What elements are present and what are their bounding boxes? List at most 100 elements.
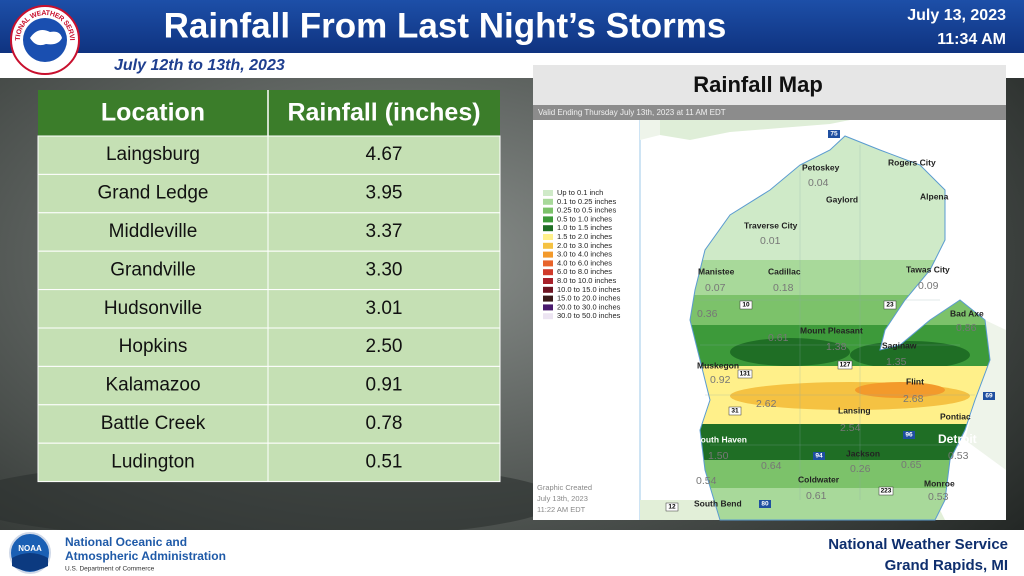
hwy-label: 94 [815,453,823,460]
legend-label: 0.1 to 0.25 inches [557,197,616,206]
rainfall: 2.50 [366,336,403,357]
hwy-label: 80 [761,501,769,508]
office-name: Grand Rapids, MI [885,557,1008,574]
table-row [37,135,501,175]
subtitle: July 12th to 13th, 2023 [114,57,285,74]
legend-label: 1.0 to 1.5 inches [557,223,612,232]
legend-label: 4.0 to 6.0 inches [557,258,612,267]
legend-label: 15.0 to 20.0 inches [557,294,621,303]
rainfall: 4.67 [366,144,403,165]
amount: 0.65 [901,459,922,471]
hwy-shield [878,486,894,496]
city: Tawas City [906,264,950,274]
footer-bar [0,530,1024,576]
amount: 0.07 [705,282,726,294]
created-note: Graphic Created [537,483,592,492]
hwy-label: 127 [840,362,851,369]
legend-label: 2.0 to 3.0 inches [557,241,612,250]
city: Jackson [846,448,880,458]
amount: 0.09 [918,280,939,292]
table-row [37,365,501,406]
hwy-label: 131 [740,371,751,378]
shade [855,382,945,398]
legend-label: 20.0 to 30.0 inches [557,302,621,311]
amount-labels: 0.04 0.01 0.07 0.18 0.09 0.36 0.61 1.38 … [696,177,977,503]
city: Alpena [920,191,949,201]
highways: 75 10 23 131 127 31 96 94 69 223 12 80 [665,130,995,512]
city: Coldwater [798,474,840,484]
county-lines [700,145,975,500]
amount: 1.50 [708,450,729,462]
legend-swatch [543,313,553,320]
location: Grand Ledge [98,183,209,204]
amount: 0.01 [760,235,781,247]
amount: 0.61 [768,332,789,344]
rainfall: 0.78 [366,413,403,434]
legend-swatch [543,269,553,276]
legend-label: 3.0 to 4.0 inches [557,250,612,259]
legend-label: 0.25 to 0.5 inches [557,206,616,215]
legend-swatch [543,278,553,284]
rainfall: 3.30 [366,259,403,280]
amount: 0.18 [773,282,794,294]
hwy-shield [828,130,840,138]
city: South Haven [695,434,747,444]
city-labels: Petoskey Rogers City Gaylord Alpena Trav… [694,157,984,508]
created-note: 11:22 AM EDT [537,505,586,514]
table-row [37,442,501,483]
legend-swatch [543,190,553,196]
map-title-box [533,65,1006,105]
location: Laingsburg [106,144,200,165]
map-valid-bar [533,105,1006,120]
hwy-label: 75 [830,131,838,138]
location: Kalamazoo [105,375,200,396]
legend-label: 30.0 to 50.0 inches [557,311,621,320]
created-note: July 13th, 2023 [537,494,588,503]
location: Middleville [109,221,198,242]
hwy-shield [665,502,679,512]
amount: 2.62 [756,398,777,410]
amount: 0.54 [696,475,717,487]
city: Mount Pleasant [800,325,863,335]
city: Muskegon [697,360,739,370]
location: Battle Creek [101,413,206,434]
legend-swatch [543,198,553,205]
column-header: Rainfall (inches) [287,99,480,127]
table-row [37,404,501,444]
date: July 13, 2023 [907,7,1006,24]
rainfall: 3.01 [366,298,403,319]
hwy-label: 12 [668,504,676,511]
department: U.S. Department of Commerce [65,566,155,573]
amount: 0.53 [928,491,949,503]
city: Traverse City [744,220,798,230]
amount: 2.54 [840,422,861,434]
legend-swatch [543,286,553,293]
amount: 0.04 [808,177,829,189]
legend-swatch [543,295,553,302]
location: Ludington [111,451,194,472]
location: Grandville [110,259,196,280]
legend-label: 6.0 to 8.0 inches [557,267,612,276]
column-header: Location [101,99,205,127]
hwy-shield [837,360,853,370]
hwy-shield [983,392,995,400]
amount: 0.64 [761,460,782,472]
legend-label: 1.5 to 2.0 inches [557,232,612,241]
map-valid: Valid Ending Thursday July 13th, 2023 at… [538,108,726,117]
office-name: National Weather Service [828,536,1008,553]
hwy-shield [739,300,753,310]
table-row [37,212,501,252]
table-row [37,250,501,291]
legend-swatch [543,304,553,311]
legend-label: Up to 0.1 inch [557,188,603,197]
legend-label: 0.5 to 1.0 inches [557,214,612,223]
table-row [37,327,501,367]
hwy-shield [813,452,825,460]
city: Monroe [924,478,955,488]
location: Hudsonville [104,298,202,319]
city: Lansing [838,405,871,415]
rainfall-table: Location Rainfall (inches) Laingsburg 4.6… [37,90,501,483]
agency-name: National Oceanic and [65,535,187,549]
noaa-logo-text: NOAA [18,544,42,553]
